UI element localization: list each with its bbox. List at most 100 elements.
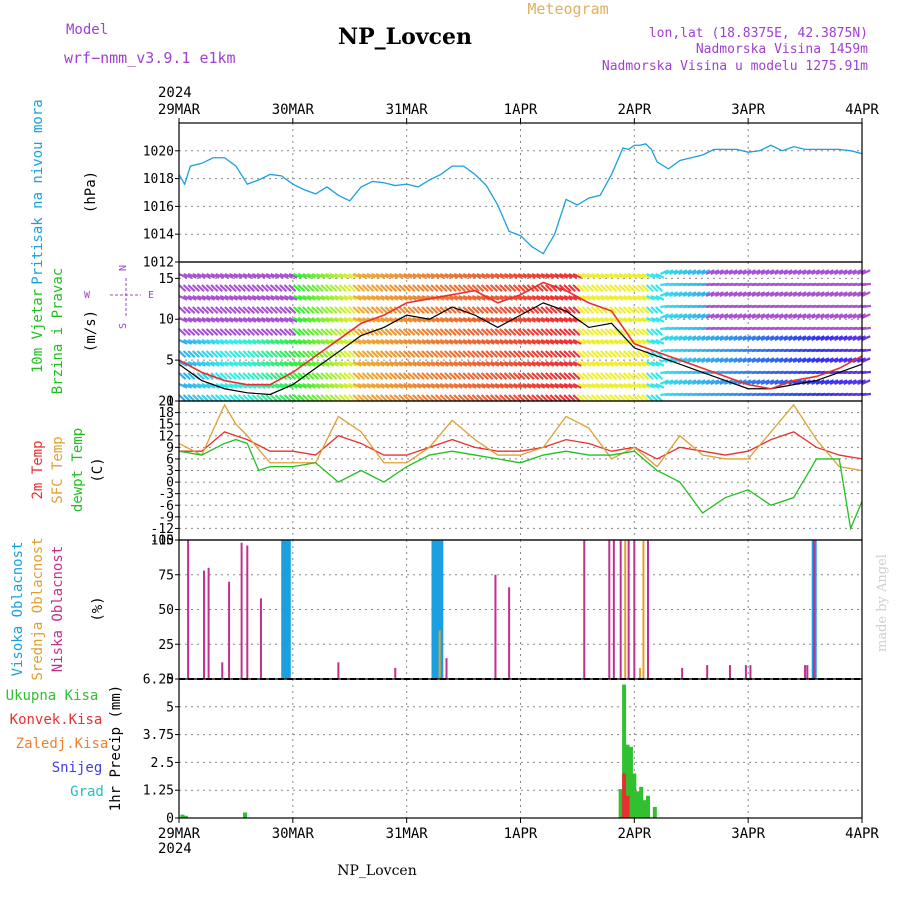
y-tick-label: 15 <box>158 272 174 287</box>
high-cloud-bar <box>286 540 291 679</box>
total-precip-bar <box>639 787 643 818</box>
lonlat-text: lon,lat (18.8375E, 42.3875N) <box>649 26 868 41</box>
low-cloud-bar <box>613 540 615 679</box>
mid-cloud-ylabel: Srednja Oblacnost <box>30 537 46 680</box>
low-cloud-bar <box>228 582 230 679</box>
low-cloud-bar <box>203 571 205 679</box>
low-cloud-bar <box>749 665 751 679</box>
x-tick-label-top: 2APR <box>617 102 651 118</box>
wind-barb <box>862 328 871 329</box>
low-cloud-bar <box>706 665 708 679</box>
elevation-text: Nadmorska Visina 1459m <box>696 42 868 57</box>
panel-pressure: 1012 1014 1016 1018 1020 <box>143 123 862 271</box>
mid-cloud-bar <box>642 540 644 679</box>
year-label-top: 2024 <box>158 85 192 101</box>
temp2m-ylabel: 2m Temp <box>30 440 46 499</box>
x-tick-label-top: 29MAR <box>158 102 201 118</box>
x-tick-label-bottom: 4APR <box>845 826 879 842</box>
model-elevation-text: Nadmorska Visina u modelu 1275.91m <box>602 59 868 74</box>
y-tick-label: 1020 <box>143 144 174 159</box>
x-tick-label-top: 31MAR <box>386 102 429 118</box>
y-tick-label: 6.25 <box>143 673 174 688</box>
y-tick-label: 1012 <box>143 256 174 271</box>
y-tick-label: 1014 <box>143 228 174 243</box>
convective-precip-bar <box>622 774 626 818</box>
low-cloud-bar <box>337 662 339 679</box>
low-cloud-bar <box>446 658 448 679</box>
wind-ylabel-1: 10m Vjetar <box>30 289 46 373</box>
y-tick-label: 25 <box>158 638 174 653</box>
sfc-temp-ylabel: SFC Temp <box>50 436 66 503</box>
total-precip-bar <box>629 747 633 818</box>
model-label: Model <box>66 22 108 38</box>
wind-barb-field <box>179 270 871 401</box>
low-cloud-bar <box>813 540 815 679</box>
panel-precip: 01.252.53.7556.25 <box>143 673 862 827</box>
y-tick-label: 3.75 <box>143 728 174 743</box>
y-tick-label: 2.5 <box>151 756 174 771</box>
year-label-bottom: 2024 <box>158 841 192 857</box>
y-tick-label: 21 <box>158 395 174 410</box>
convective-precip-bar <box>626 796 630 818</box>
low-cloud-bar <box>583 540 585 679</box>
y-tick-label: 5 <box>166 700 174 715</box>
total-precip-bar <box>653 807 657 818</box>
precip-legend-item: Konvek.Kisa <box>10 712 103 728</box>
wind-barb <box>862 350 871 351</box>
total-precip-bar <box>632 774 636 818</box>
x-tick-label-top: 1APR <box>504 102 538 118</box>
x-tick-label-top: 4APR <box>845 102 879 118</box>
low-cloud-bar <box>260 598 262 679</box>
low-cloud-bar <box>187 540 189 679</box>
low-cloud-bar <box>633 540 635 679</box>
wind-ylabel-2: Brzina i Pravac <box>50 268 66 394</box>
low-cloud-bar <box>729 665 731 679</box>
x-tick-label-bottom: 31MAR <box>386 826 429 842</box>
y-tick-label: 1018 <box>143 172 174 187</box>
low-cloud-bar <box>508 587 510 679</box>
panel-wind: 051015 <box>158 262 871 410</box>
mid-cloud-bar <box>639 668 641 679</box>
model-name: wrf−nmm_v3.9.1 e1km <box>64 49 236 67</box>
precip-legend-item: Grad <box>70 784 104 800</box>
panel-cloud: 0255075100 <box>151 534 862 688</box>
low-cloud-bar <box>647 540 649 679</box>
total-precip-bar <box>646 796 650 818</box>
y-tick-label: 100 <box>151 534 174 549</box>
compass-west: W <box>84 290 91 301</box>
pressure-ylabel: Pritisak na nivou mora <box>30 99 46 284</box>
precip-legend-item: Zaledj.Kisa <box>16 736 109 752</box>
total-precip-bar <box>643 800 647 818</box>
panel-frame <box>179 123 862 262</box>
y-tick-label: 0 <box>166 812 174 827</box>
x-tick-label-top: 3APR <box>731 102 765 118</box>
mid-cloud-bar <box>439 630 441 679</box>
wind-barb <box>862 394 871 395</box>
y-tick-label: 75 <box>158 568 174 583</box>
low-cloud-bar <box>628 540 630 679</box>
x-tick-label-bottom: 30MAR <box>272 826 315 842</box>
low-cloud-bar <box>804 665 806 679</box>
low-cloud-bar <box>394 668 396 679</box>
low-cloud-bar <box>620 540 622 679</box>
x-tick-label-bottom: 2APR <box>617 826 651 842</box>
cloud-unit: (%) <box>90 596 106 621</box>
low-cloud-bar <box>221 662 223 679</box>
credit-text: made by Angel <box>875 554 890 652</box>
high-cloud-ylabel: Visoka Oblacnost <box>10 542 26 677</box>
wind-barb <box>862 306 871 307</box>
low-cloud-bar <box>208 568 210 679</box>
mid-cloud-bar <box>624 540 626 679</box>
y-tick-label: 1016 <box>143 200 174 215</box>
precip-legend-item: Ukupna Kisa <box>6 688 99 704</box>
x-tick-label-bottom: 1APR <box>504 826 538 842</box>
low-cloud-bar <box>246 546 248 679</box>
low-cloud-bar <box>494 575 496 679</box>
x-tick-label-bottom: 3APR <box>731 826 765 842</box>
panel-frame <box>179 679 862 818</box>
wind-unit: (m/s) <box>83 310 99 352</box>
y-tick-label: 5 <box>166 354 174 369</box>
y-tick-label: 10 <box>158 313 174 328</box>
total-precip-bar <box>636 791 640 818</box>
